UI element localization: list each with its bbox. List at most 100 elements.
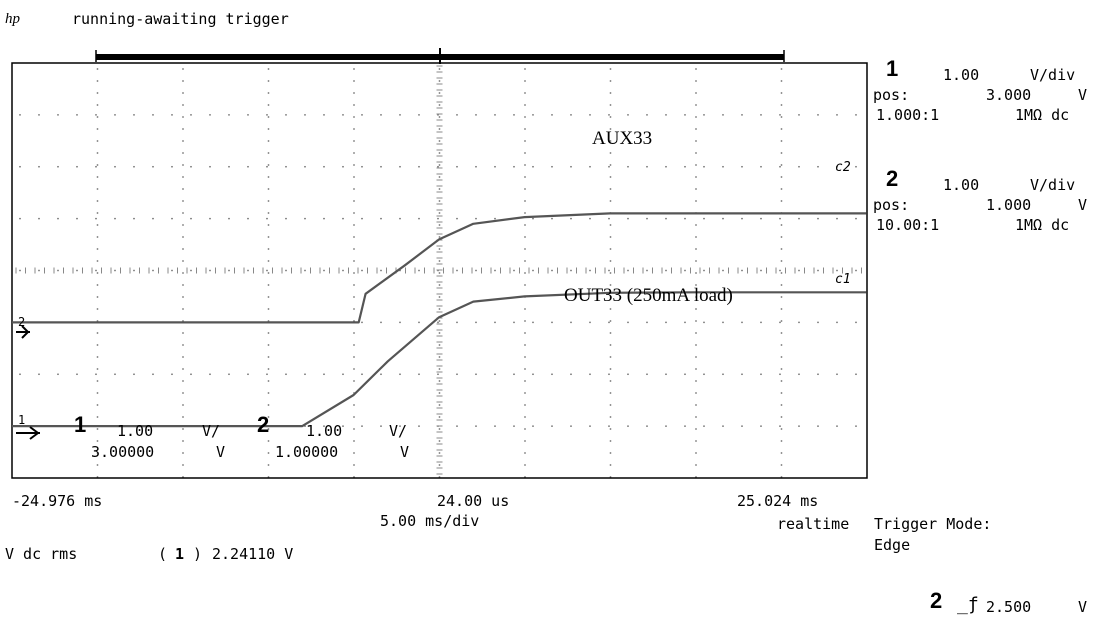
grid-dot [589, 165, 591, 168]
grid-dot [182, 260, 184, 262]
grid-dot [608, 165, 610, 168]
grid-dot [779, 217, 781, 220]
grid-dot [609, 140, 612, 142]
grid-dot [304, 165, 306, 168]
grid-dot [780, 320, 783, 322]
grid-dot [323, 373, 325, 376]
grid-dot [524, 416, 526, 418]
grid-dot [608, 269, 610, 272]
grid-dot [96, 116, 99, 118]
grid-dot [57, 113, 59, 116]
grid-dot [114, 113, 116, 116]
grid-dot [780, 68, 783, 70]
grid-dot [96, 452, 99, 454]
grid-dot [551, 217, 553, 220]
grid-dot [760, 425, 762, 428]
grid-dot [95, 373, 97, 376]
grid-dot [609, 176, 612, 178]
readout-ch1-scale: 1.00 [117, 422, 154, 440]
grid-dot [589, 321, 591, 324]
grid-dot [513, 113, 515, 116]
grid-dot [780, 440, 783, 442]
grid-dot [361, 373, 363, 376]
grid-dot [646, 321, 648, 324]
grid-dot [695, 128, 697, 130]
readout-ch2-offset-unit: V [400, 443, 410, 461]
grid-dot [57, 373, 59, 376]
grid-dot [96, 440, 99, 442]
grid-dot [722, 165, 724, 168]
grid-dot [684, 269, 686, 272]
grid-dot [96, 368, 99, 370]
grid-dot [182, 308, 184, 310]
grid-dot [695, 392, 697, 394]
grid-dot [551, 373, 553, 376]
readout-ch2-offset: 1.00000 [275, 443, 339, 461]
grid-dot [96, 272, 99, 274]
grid-dot [353, 188, 355, 190]
grid-dot [780, 152, 783, 154]
grid-dot [380, 425, 382, 428]
grid-dot [437, 217, 439, 220]
grid-dot [353, 464, 355, 466]
grid-dot [741, 321, 743, 324]
grid-dot [494, 321, 496, 324]
grid-dot [361, 165, 363, 168]
grid-dot [133, 373, 135, 376]
grid-dot [96, 356, 99, 358]
grid-dot [76, 217, 78, 220]
grid-dot [437, 321, 439, 324]
grid-dot [524, 332, 526, 334]
grid-dot [57, 269, 59, 272]
grid-dot [780, 140, 783, 142]
grid-dot [609, 272, 612, 274]
grid-dot [836, 425, 838, 428]
grid-dot [760, 165, 762, 168]
measurement-channel-close: ) [193, 545, 203, 563]
grid-dot [741, 425, 743, 428]
grid-dot [247, 165, 249, 168]
grid-dot [524, 152, 526, 154]
grid-dot [38, 269, 40, 272]
grid-dot [342, 165, 344, 168]
grid-dot [438, 392, 441, 394]
grid-dot [353, 104, 355, 106]
grid-dot [182, 356, 184, 358]
channel-2-coupling: 1MΩ dc [1015, 216, 1070, 234]
grid-dot [353, 272, 355, 274]
grid-dot [741, 373, 743, 376]
grid-dot [171, 113, 173, 116]
grid-dot [399, 165, 401, 168]
grid-dot [817, 165, 819, 168]
grid-dot [96, 188, 99, 190]
grid-dot [524, 320, 526, 322]
grid-dot [494, 165, 496, 168]
grid-dot [182, 296, 184, 298]
grid-dot [760, 321, 762, 324]
grid-dot [524, 200, 526, 202]
grid-dot [551, 269, 553, 272]
grid-dot [361, 217, 363, 220]
grid-dot [722, 373, 724, 376]
grid-dot [76, 269, 78, 272]
grid-dot [524, 464, 526, 466]
grid-dot [524, 92, 526, 94]
grid-dot [695, 308, 697, 310]
grid-dot [703, 165, 705, 168]
grid-dot [780, 176, 783, 178]
trigger-edge-icon: _ƒ [957, 594, 979, 615]
grid-dot [780, 248, 783, 250]
grid-dot [95, 269, 97, 272]
grid-dot [798, 321, 800, 324]
grid-dot [695, 380, 697, 382]
grid-dot [209, 373, 211, 376]
grid-dot [96, 80, 99, 82]
grid-dot [695, 224, 697, 226]
grid-dot [722, 321, 724, 324]
grid-dot [475, 425, 477, 428]
time-right: 25.024 ms [737, 492, 819, 510]
grid-dot [609, 236, 612, 238]
grid-dot [780, 296, 783, 298]
grid-dot [438, 440, 441, 442]
grid-dot [380, 217, 382, 220]
